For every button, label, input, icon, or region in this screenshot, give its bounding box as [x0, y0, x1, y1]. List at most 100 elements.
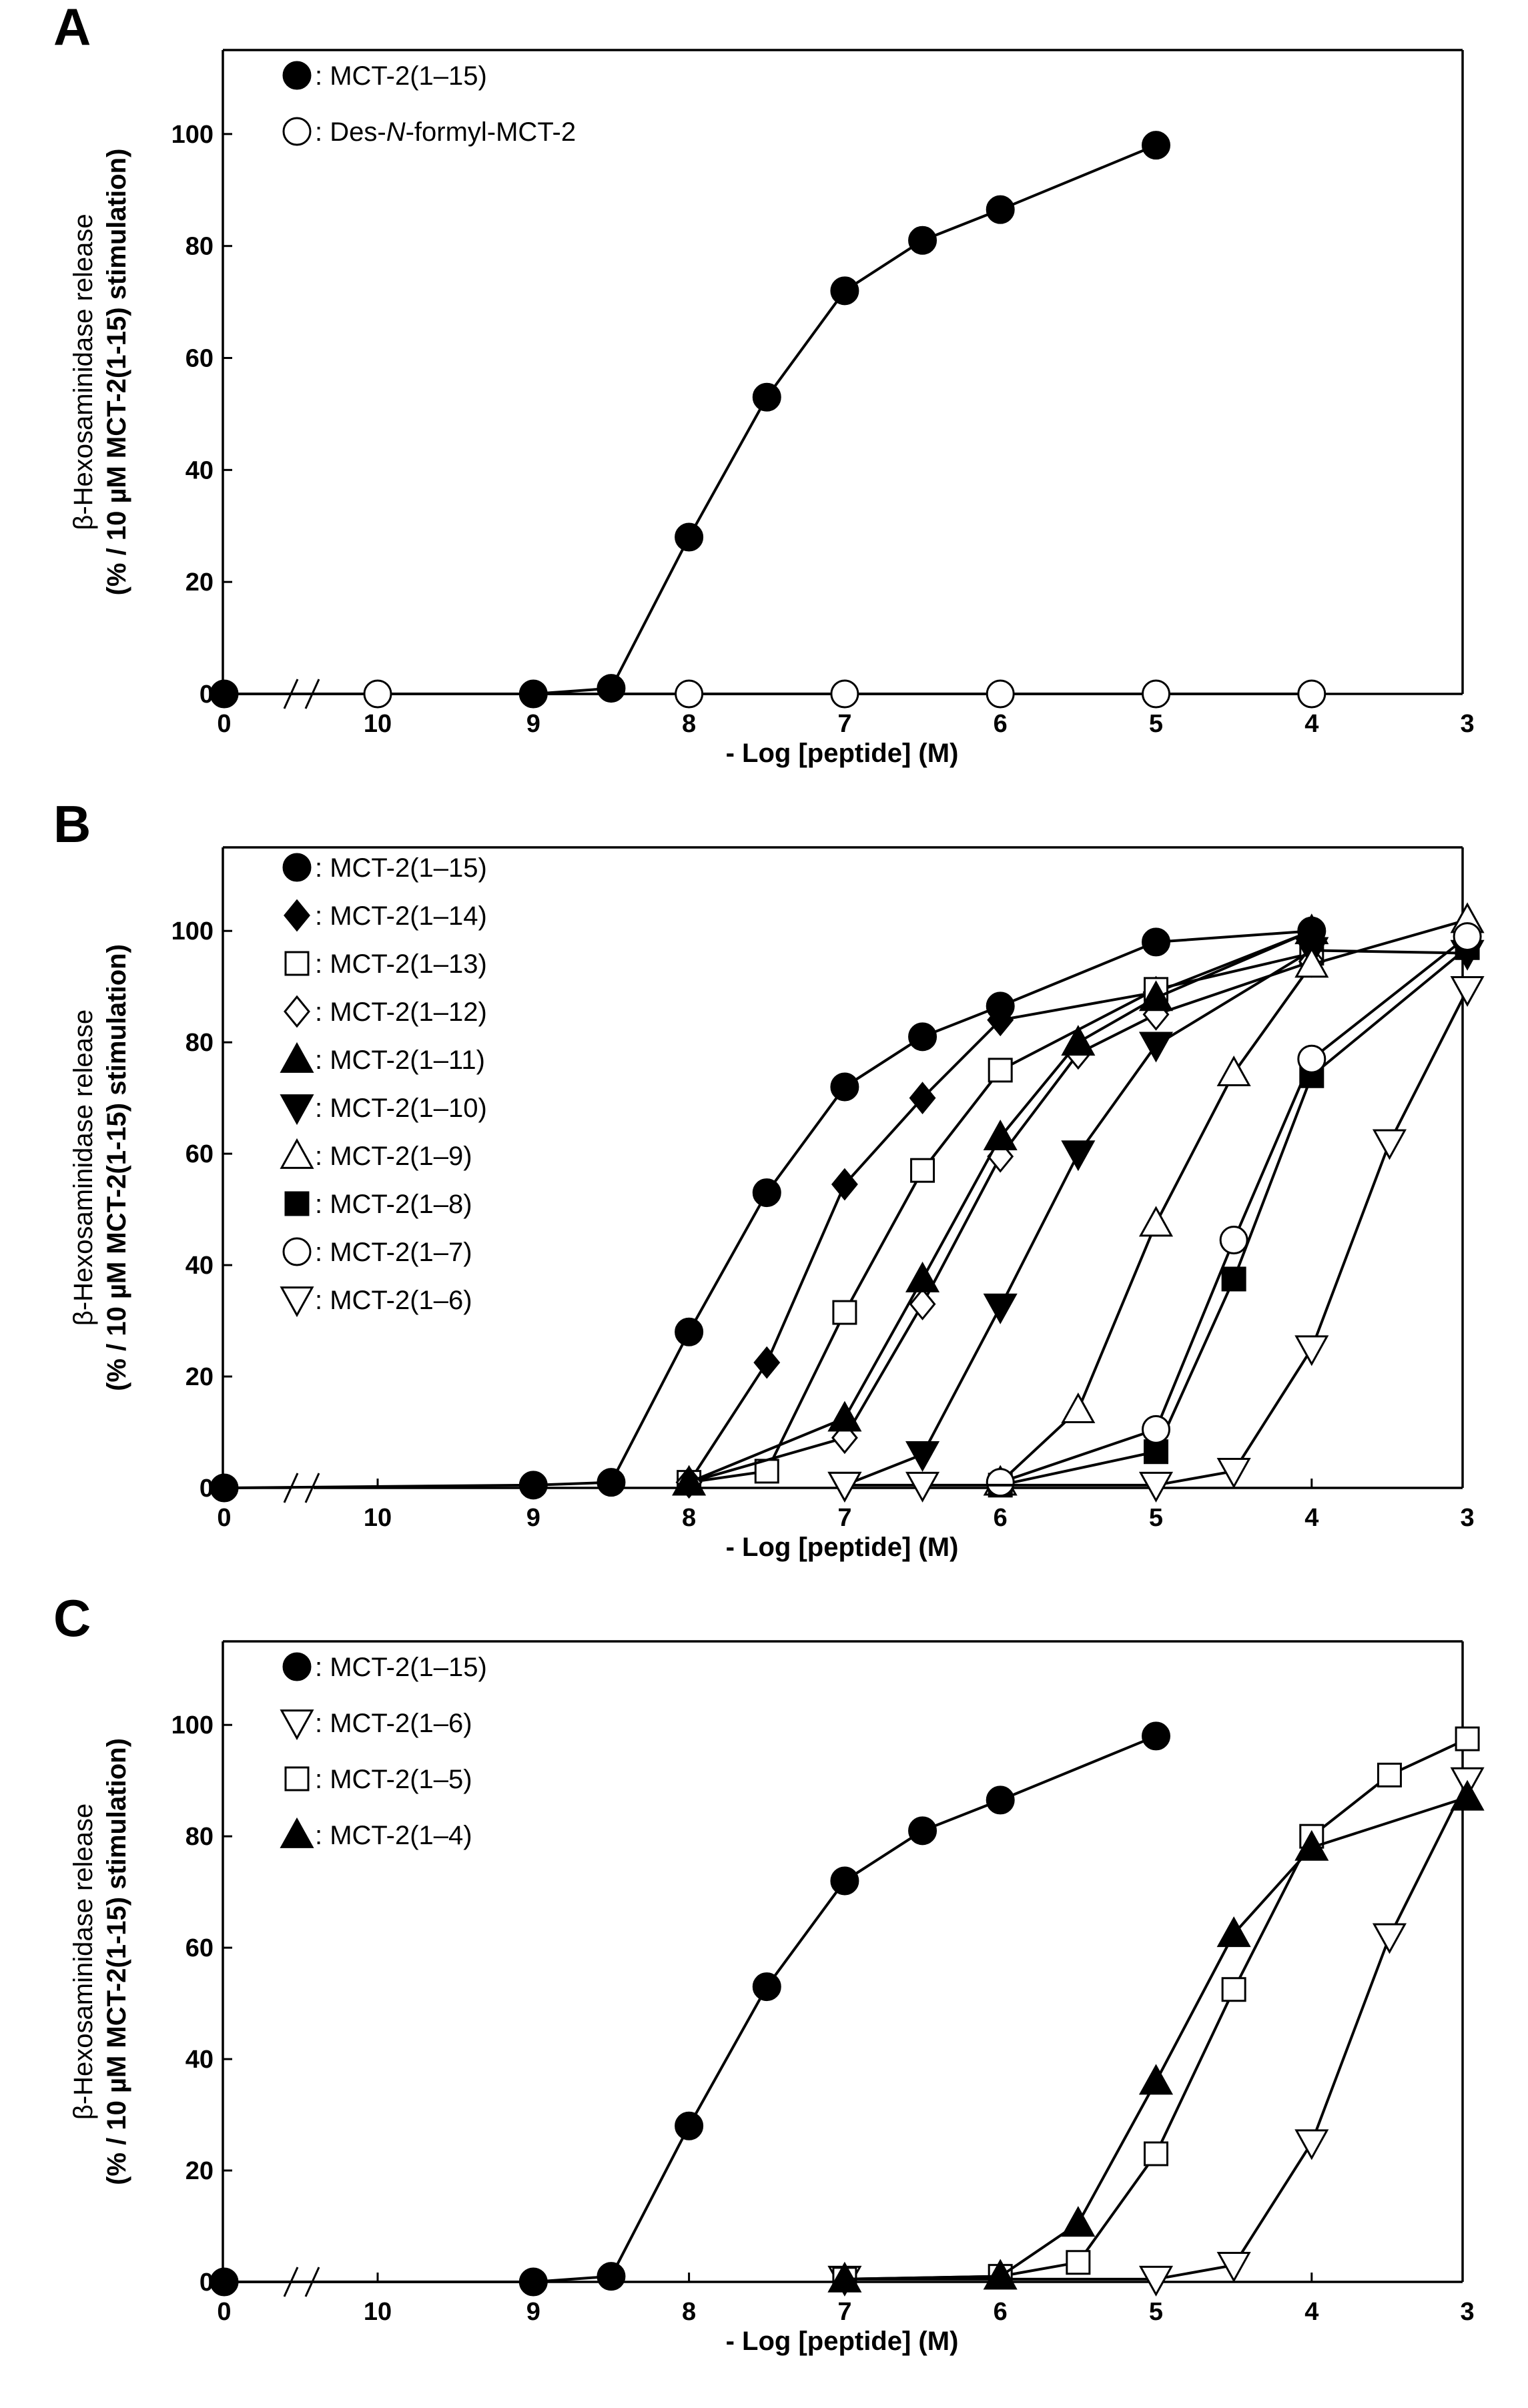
data-point — [831, 1168, 858, 1201]
y-tick-label: 60 — [185, 1140, 214, 1168]
x-tick-label: 5 — [1149, 2298, 1163, 2326]
x-tick-label: 3 — [1461, 2298, 1475, 2326]
data-point — [363, 679, 392, 709]
panel-letter: A — [53, 0, 91, 56]
data-point — [1294, 1335, 1329, 1366]
series-line — [224, 1735, 1157, 2283]
series-7 — [983, 902, 1485, 1496]
legend-label: : MCT-2(1–5) — [315, 1765, 472, 1794]
data-point — [988, 1058, 1013, 1083]
data-point — [675, 1317, 704, 1346]
legend-marker — [280, 1709, 314, 1741]
data-point — [518, 2267, 548, 2297]
legend-marker — [282, 1652, 312, 1681]
data-point — [986, 1785, 1015, 1815]
y-axis-title-line1: β-Hexosaminidase release — [69, 214, 98, 530]
y-tick-label: 40 — [185, 2046, 214, 2074]
data-point — [908, 1816, 937, 1846]
series-5 — [672, 913, 1329, 1496]
x-tick-label: 4 — [1304, 1504, 1318, 1532]
series-line — [844, 1737, 1468, 2281]
y-tick-label: 20 — [185, 2157, 214, 2185]
data-point — [752, 382, 781, 412]
x-tick-label: 6 — [994, 710, 1008, 738]
y-axis-title-line2: (% / 10 µM MCT-2(1-15) stimulation) — [102, 1738, 131, 2185]
series-line — [689, 960, 1312, 1484]
data-point — [1061, 2206, 1096, 2237]
data-point — [754, 1459, 779, 1484]
series-3 — [832, 1726, 1480, 2292]
series-line — [1000, 946, 1469, 1487]
data-point — [1297, 679, 1326, 709]
data-point — [597, 2262, 626, 2291]
y-tick-label: 0 — [200, 681, 214, 709]
y-tick-label: 40 — [185, 456, 214, 484]
data-point — [1142, 1721, 1170, 1751]
legend: : MCT-2(1–15): MCT-2(1–6): MCT-2(1–5): M… — [280, 1652, 487, 1850]
y-tick-label: 40 — [185, 1252, 214, 1280]
x-tick-label: 9 — [526, 710, 540, 738]
data-point — [1066, 2250, 1091, 2275]
data-point — [1138, 1206, 1174, 1237]
data-point — [675, 679, 704, 709]
data-point — [672, 1465, 707, 1496]
data-point — [830, 679, 859, 709]
x-tick-label: 7 — [837, 2298, 851, 2326]
series-2 — [827, 1767, 1485, 2297]
chart-panel-b: B 0 20 40 60 80 100 0 10 9 8 7 6 5 4 3 - Log [peptide] (… — [53, 795, 1485, 1562]
legend-label: : MCT-2(1–12) — [315, 997, 487, 1027]
legend-label: : MCT-2(1–8) — [315, 1190, 472, 1219]
panel-letter: C — [53, 1589, 91, 1647]
data-point — [987, 1004, 1014, 1037]
legend: : MCT-2(1–15): MCT-2(1–14): MCT-2(1–13):… — [280, 853, 487, 1318]
data-point — [983, 1119, 1018, 1150]
data-point — [1144, 1439, 1168, 1465]
data-point — [1142, 927, 1170, 957]
legend-label: : MCT-2(1–15) — [315, 853, 487, 883]
data-point — [1216, 2252, 1251, 2283]
x-tick-label: 7 — [837, 710, 851, 738]
series-10 — [827, 975, 1485, 1503]
data-point — [1221, 1266, 1246, 1292]
legend-label: : Des-N-formyl-MCT-2 — [315, 117, 576, 147]
x-tick-label: 6 — [994, 1504, 1008, 1532]
data-point — [752, 1178, 781, 1208]
data-point — [827, 1471, 862, 1503]
y-tick-label: 100 — [171, 1711, 214, 1739]
data-point — [1294, 2129, 1329, 2160]
data-point — [983, 1293, 1018, 1324]
legend-marker — [282, 61, 312, 90]
y-axis-title-line1: β-Hexosaminidase release — [69, 1010, 98, 1326]
legend-label: : MCT-2(1–13) — [315, 949, 487, 979]
data-point — [1219, 1226, 1248, 1255]
legend-label: : MCT-2(1–15) — [315, 61, 487, 91]
legend-marker — [284, 899, 310, 932]
legend-label: : MCT-2(1–6) — [315, 1709, 472, 1738]
data-point — [909, 1082, 936, 1115]
x-tick-label: 8 — [682, 710, 696, 738]
series-1 — [210, 1721, 1170, 2297]
data-point — [827, 2261, 862, 2293]
legend-marker — [284, 951, 310, 976]
x-tick-label: 10 — [364, 1504, 392, 1532]
series-line — [1000, 935, 1469, 1484]
data-point — [1138, 2265, 1174, 2297]
x-tick-label: 4 — [1304, 710, 1318, 738]
y-tick-label: 80 — [185, 1029, 214, 1057]
series-9 — [986, 922, 1482, 1497]
data-point — [830, 276, 859, 306]
x-tick-label: 8 — [682, 1504, 696, 1532]
x-tick-label: 0 — [217, 1504, 231, 1532]
panel-letter: B — [53, 795, 91, 853]
y-tick-label: 100 — [171, 121, 214, 149]
data-point — [1142, 1415, 1170, 1444]
data-point — [1372, 1923, 1407, 1954]
data-point — [597, 674, 626, 703]
data-point — [1453, 922, 1482, 951]
data-point — [909, 1288, 936, 1320]
data-point — [210, 2267, 239, 2297]
data-point — [1450, 1779, 1485, 1811]
legend: : MCT-2(1–15) : Des-N-formyl-MCT-2 — [282, 61, 576, 147]
data-point — [986, 195, 1015, 224]
